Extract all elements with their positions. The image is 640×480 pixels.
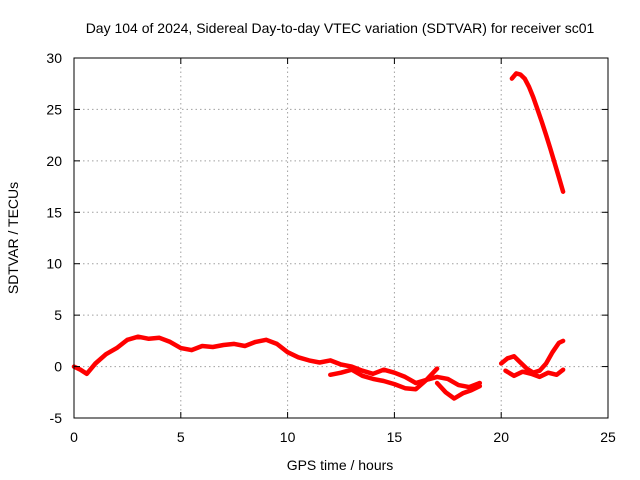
x-axis-title: GPS time / hours (287, 457, 394, 473)
x-tick-label: 5 (177, 429, 185, 445)
series-track-f (509, 71, 566, 194)
series-track-d (498, 338, 566, 375)
plot-frame (73, 57, 609, 419)
y-tick-label: 15 (46, 204, 62, 220)
y-tick-labels: -5 0 5 10 15 20 25 30 (46, 50, 62, 426)
data-series (71, 71, 566, 401)
y-tick-label: 0 (54, 359, 62, 375)
x-tick-label: 25 (600, 429, 616, 445)
y-tick-label: 10 (46, 256, 62, 272)
grid-lines (74, 58, 608, 418)
y-tick-label: -5 (50, 410, 63, 426)
chart-title: Day 104 of 2024, Sidereal Day-to-day VTE… (86, 20, 595, 36)
x-tick-label: 0 (70, 429, 78, 445)
x-tick-label: 10 (280, 429, 296, 445)
series-track-e (503, 367, 566, 380)
y-tick-label: 30 (46, 50, 62, 66)
y-tick-label: 5 (54, 307, 62, 323)
series-track-b (328, 366, 440, 392)
y-tick-label: 25 (46, 101, 62, 117)
series-track-a (71, 334, 483, 390)
y-tick-label: 20 (46, 153, 62, 169)
x-tick-labels: 0 5 10 15 20 25 (70, 429, 616, 445)
x-tick-label: 20 (493, 429, 509, 445)
series-track-c (434, 380, 483, 401)
y-axis-title: SDTVAR / TECUs (5, 182, 21, 294)
x-tick-label: 15 (387, 429, 403, 445)
axis-ticks (73, 57, 609, 419)
